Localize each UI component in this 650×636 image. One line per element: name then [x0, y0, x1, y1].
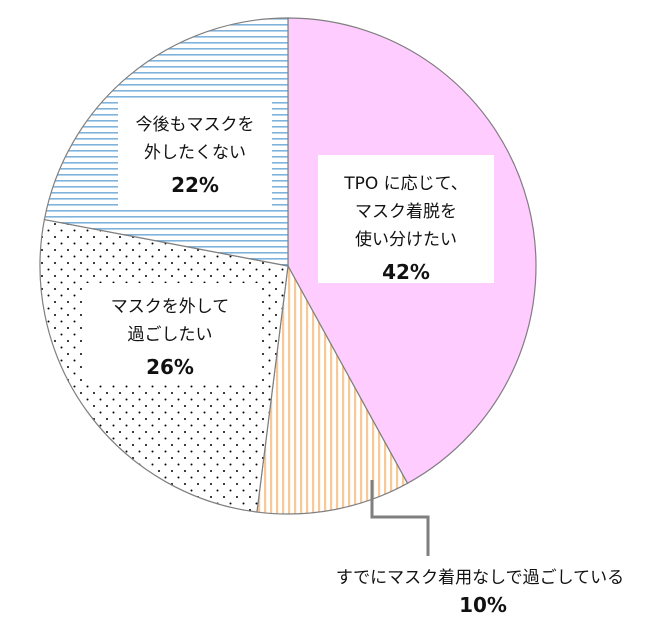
label-box — [118, 99, 272, 207]
slice-already-no-mask — [256, 264, 409, 515]
slice-label: 外したくない — [144, 143, 246, 163]
slice-percent: 10% — [459, 593, 507, 617]
leader-line — [370, 480, 430, 556]
slice-label: すでにマスク着用なしで過ごしている — [336, 568, 624, 588]
label-box — [318, 155, 494, 283]
slice-label: 今後もマスクを — [136, 115, 255, 135]
slice-percent: 26% — [146, 355, 194, 379]
slice-label: マスク着脱を — [355, 202, 457, 222]
slice-label: 過ごしたい — [128, 325, 213, 345]
label-box — [82, 283, 258, 383]
slice-label: TPO に応じて、 — [343, 174, 468, 194]
slice-percent: 42% — [382, 260, 430, 284]
slice-label: マスクを外して — [111, 297, 230, 317]
slice-percent: 22% — [171, 173, 219, 197]
slice-label: 使い分けたい — [355, 229, 457, 250]
